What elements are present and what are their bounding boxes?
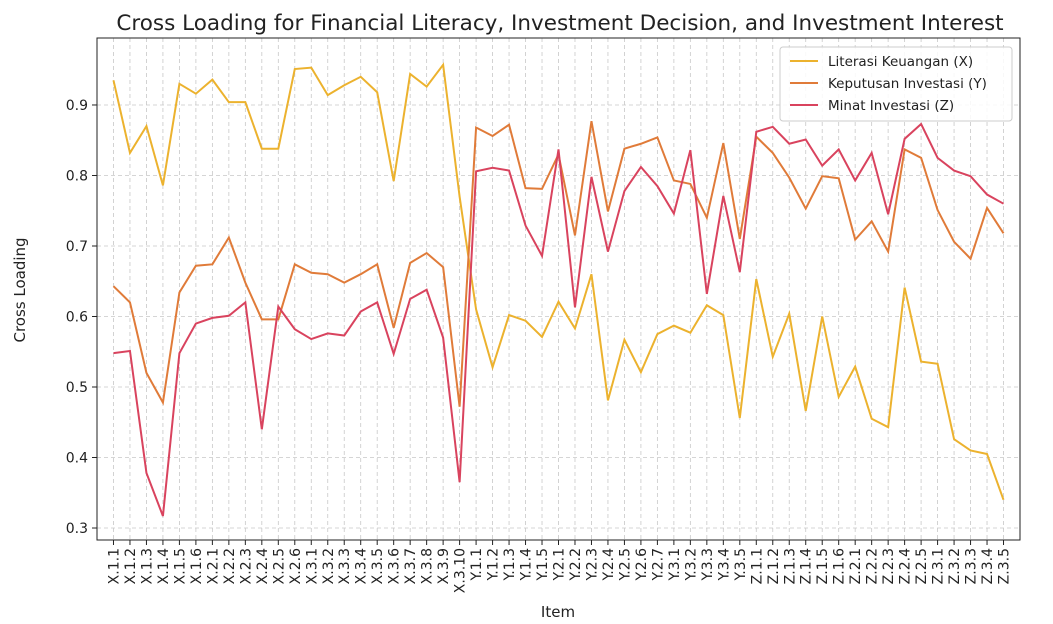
x-tick-label: X.3.5 — [370, 548, 386, 584]
y-tick-label: 0.7 — [66, 239, 88, 255]
x-tick-label: X.1.1 — [106, 548, 122, 584]
y-axis-label: Cross Loading — [11, 237, 29, 342]
x-tick-label: Z.3.1 — [931, 548, 947, 584]
x-tick-label: Y.1.4 — [519, 548, 535, 582]
y-tick-label: 0.5 — [66, 380, 88, 396]
y-tick-label: 0.3 — [66, 521, 88, 537]
legend-label: Keputusan Investasi (Y) — [828, 76, 987, 92]
x-tick-label: X.1.2 — [123, 548, 139, 584]
x-axis-label: Item — [541, 603, 575, 621]
x-tick-label: Y.1.3 — [502, 548, 518, 581]
x-tick-label: X.3.1 — [304, 548, 320, 584]
x-tick-label: X.3.7 — [403, 548, 419, 584]
x-tick-label: Z.1.3 — [782, 548, 798, 584]
x-tick-label: Y.2.3 — [584, 548, 600, 581]
x-tick-label: X.1.3 — [139, 548, 155, 584]
x-tick-label: X.2.6 — [288, 548, 304, 584]
x-tick-label: Y.3.1 — [667, 548, 683, 581]
x-tick-label: Y.1.5 — [535, 548, 551, 581]
x-tick-label: Z.3.2 — [947, 548, 963, 584]
x-tick-label: X.2.5 — [271, 548, 287, 584]
x-tick-label: X.2.1 — [205, 548, 221, 584]
x-tick-label: X.2.4 — [255, 548, 271, 584]
x-tick-label: Z.2.2 — [865, 548, 881, 584]
x-tick-label: Z.2.4 — [898, 548, 914, 584]
x-tick-label: X.3.8 — [420, 548, 436, 584]
series-line — [112, 62, 1005, 501]
x-tick-label: Z.1.1 — [749, 548, 765, 584]
x-tick-label: Z.1.5 — [815, 548, 831, 584]
x-tick-label: Z.2.5 — [914, 548, 930, 584]
x-tick-label: Y.3.3 — [700, 548, 716, 581]
legend-label: Literasi Keuangan (X) — [828, 54, 973, 70]
x-tick-label: X.3.3 — [337, 548, 353, 584]
x-tick-label: Z.3.5 — [997, 548, 1013, 584]
y-tick-label: 0.9 — [66, 98, 88, 114]
x-tick-label: Y.3.5 — [733, 548, 749, 581]
x-tick-label: X.1.4 — [156, 548, 172, 584]
x-tick-label: Y.2.7 — [650, 548, 666, 581]
x-tick-label: Y.2.2 — [568, 548, 584, 581]
x-tick-label: X.3.9 — [436, 548, 452, 584]
legend-label: Minat Investasi (Z) — [828, 98, 954, 114]
x-tick-label: X.3.10 — [453, 548, 469, 593]
y-tick-label: 0.8 — [66, 168, 88, 184]
x-tick-label: Y.2.5 — [617, 548, 633, 581]
x-tick-label: Y.2.6 — [634, 548, 650, 582]
chart-title: Cross Loading for Financial Literacy, In… — [116, 11, 1003, 36]
x-tick-label: Y.1.1 — [469, 548, 485, 581]
x-tick-label: Y.3.2 — [683, 548, 699, 581]
x-tick-label: X.3.6 — [387, 548, 403, 584]
x-tick-label: X.3.2 — [321, 548, 337, 584]
x-tick-label: Z.3.3 — [964, 548, 980, 584]
x-tick-label: Y.2.4 — [601, 548, 617, 582]
x-tick-label: Z.2.1 — [848, 548, 864, 584]
x-tick-label: Y.3.4 — [716, 548, 732, 582]
series-line — [113, 122, 1005, 517]
x-tick-label: X.1.6 — [189, 548, 205, 584]
x-tick-label: Z.1.6 — [832, 548, 848, 584]
y-tick-label: 0.4 — [66, 451, 88, 467]
x-tick-label: Y.2.1 — [552, 548, 568, 581]
x-tick-label: Y.1.2 — [486, 548, 502, 581]
legend-box — [779, 46, 1013, 122]
x-tick-label: X.2.2 — [222, 548, 238, 584]
legend: Literasi Keuangan (X) Keputusan Investasi… — [779, 46, 1013, 122]
x-tick-label: X.3.4 — [354, 548, 370, 584]
plot-frame — [96, 37, 1021, 541]
x-tick-label: Z.1.2 — [766, 548, 782, 584]
x-tick-label: X.1.5 — [172, 548, 188, 584]
x-tick-label: X.2.3 — [238, 548, 254, 584]
x-tick-label: Z.1.4 — [799, 548, 815, 584]
x-tick-label: Z.2.3 — [881, 548, 897, 584]
x-tick-label: Z.3.4 — [980, 548, 996, 584]
y-tick-label: 0.6 — [66, 309, 88, 325]
